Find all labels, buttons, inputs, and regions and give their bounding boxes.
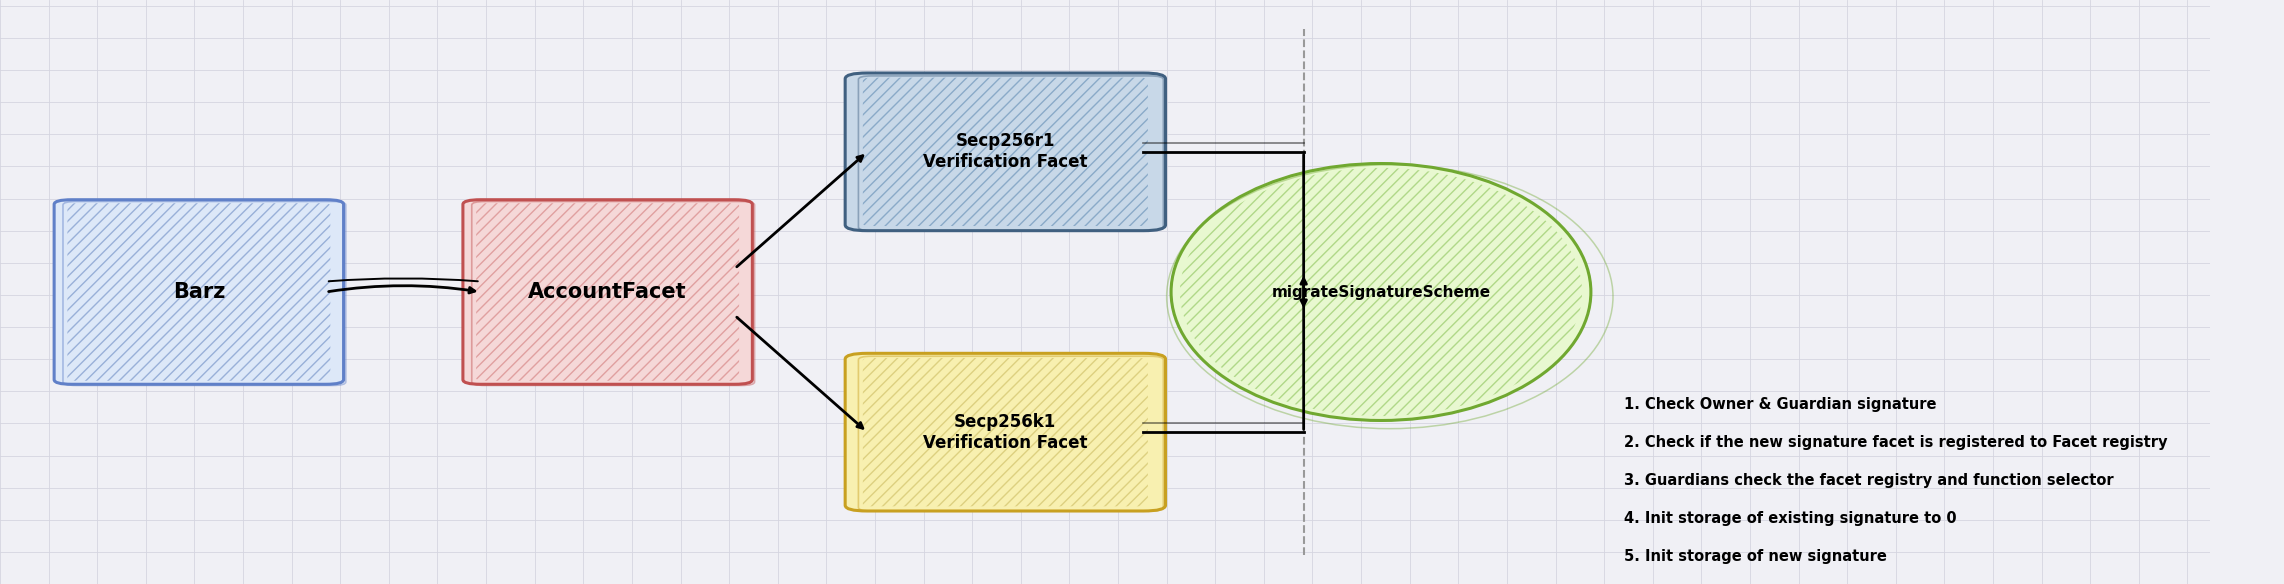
Text: 1. Check Owner & Guardian signature: 1. Check Owner & Guardian signature [1624, 397, 1937, 412]
Text: 3. Guardians check the facet registry and function selector: 3. Guardians check the facet registry an… [1624, 473, 2113, 488]
Text: 5. Init storage of new signature: 5. Init storage of new signature [1624, 549, 1887, 564]
Text: Barz: Barz [174, 282, 226, 302]
FancyBboxPatch shape [845, 353, 1165, 511]
Text: 4. Init storage of existing signature to 0: 4. Init storage of existing signature to… [1624, 511, 1957, 526]
FancyBboxPatch shape [55, 200, 343, 384]
FancyBboxPatch shape [464, 200, 751, 384]
Text: migrateSignatureScheme: migrateSignatureScheme [1272, 284, 1491, 300]
Text: Secp256r1
Verification Facet: Secp256r1 Verification Facet [923, 133, 1087, 171]
Ellipse shape [1172, 164, 1592, 420]
Text: AccountFacet: AccountFacet [528, 282, 687, 302]
Text: 2. Check if the new signature facet is registered to Facet registry: 2. Check if the new signature facet is r… [1624, 435, 2168, 450]
Text: Secp256k1
Verification Facet: Secp256k1 Verification Facet [923, 413, 1087, 451]
FancyBboxPatch shape [845, 73, 1165, 231]
